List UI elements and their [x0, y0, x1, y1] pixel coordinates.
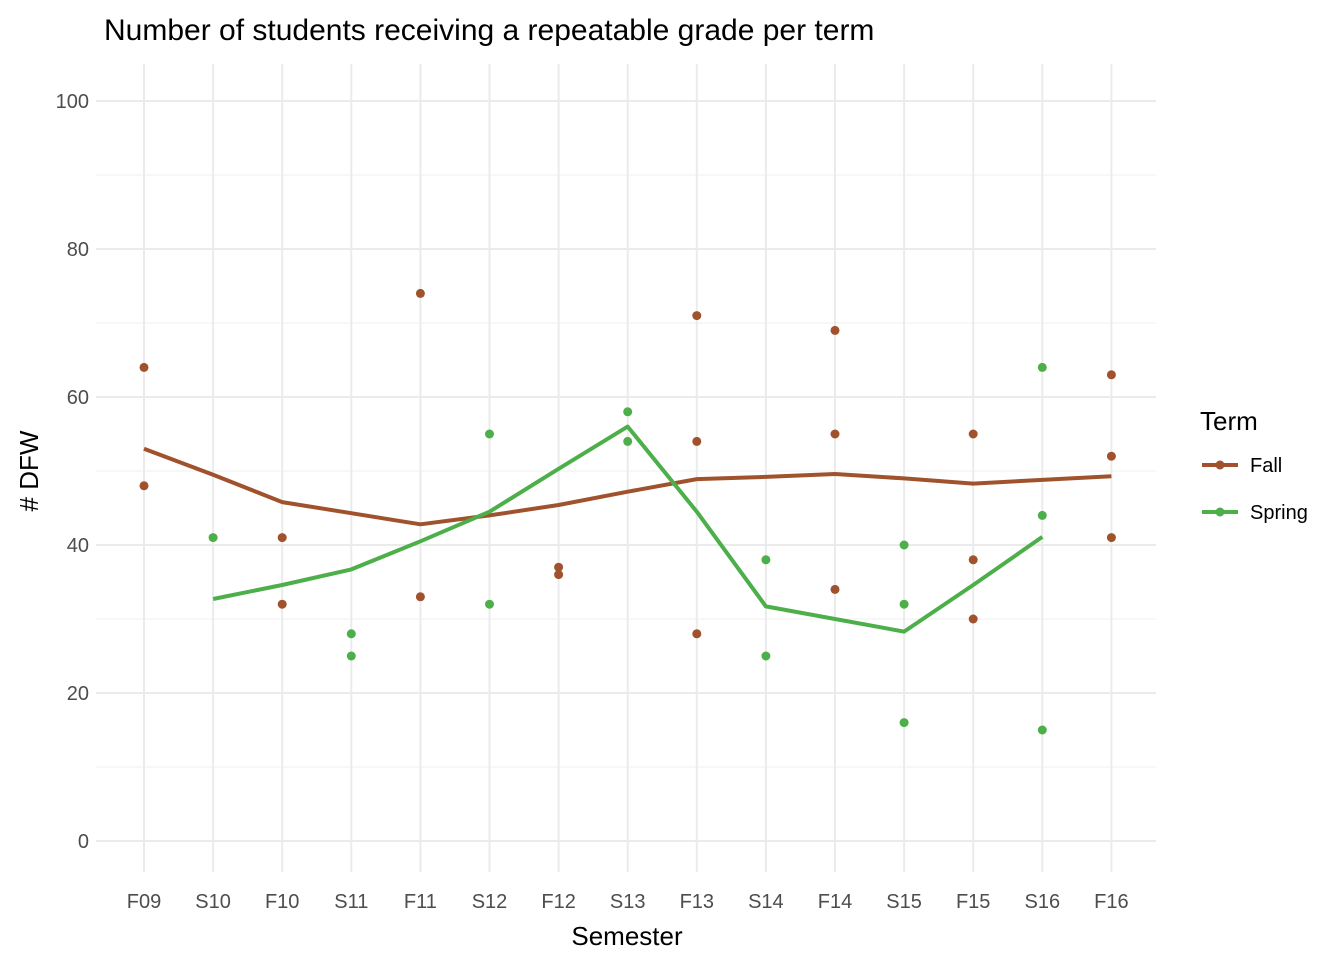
- trend-line-fall: [143, 446, 1112, 527]
- x-tick-label: S12: [472, 891, 508, 913]
- data-point-fall: [1106, 451, 1116, 461]
- data-point-fall: [277, 533, 287, 543]
- data-point-fall: [277, 599, 287, 609]
- y-tick-label: 60: [67, 387, 89, 409]
- data-point-fall: [554, 562, 564, 572]
- data-point-fall: [968, 614, 978, 624]
- data-point-spring: [485, 429, 494, 439]
- y-tick-label: 20: [67, 683, 89, 705]
- x-tick-label: S11: [334, 891, 368, 913]
- x-tick-label: F10: [265, 891, 299, 913]
- data-point-spring: [623, 436, 633, 446]
- x-axis-title: Semester: [571, 921, 683, 951]
- data-point-fall: [692, 629, 702, 639]
- data-points: [139, 288, 1116, 735]
- x-tick-label: F16: [1094, 891, 1128, 913]
- trend-lines: [143, 424, 1112, 634]
- data-point-spring: [208, 533, 218, 543]
- legend-item-fall: Fall: [1202, 455, 1282, 477]
- data-point-fall: [830, 584, 840, 594]
- x-tick-label: F14: [818, 891, 852, 913]
- y-tick-label: 40: [67, 535, 89, 557]
- data-point-spring: [1037, 510, 1047, 520]
- legend-item-spring: Spring: [1202, 502, 1308, 524]
- y-tick-label: 100: [56, 91, 89, 113]
- y-tick-label: 80: [67, 239, 89, 261]
- x-tick-label: S13: [610, 891, 646, 913]
- x-tick-label: S15: [886, 891, 922, 913]
- y-tick-label: 0: [78, 831, 89, 853]
- legend-label-spring: Spring: [1250, 502, 1308, 524]
- data-point-spring: [485, 599, 494, 609]
- data-point-spring: [623, 407, 633, 417]
- x-tick-label: F13: [680, 891, 714, 913]
- data-point-spring: [346, 629, 356, 639]
- data-point-spring: [1037, 362, 1047, 372]
- data-point-spring: [761, 555, 771, 565]
- data-point-fall: [415, 288, 425, 298]
- data-point-fall: [1106, 533, 1116, 543]
- x-tick-label: F09: [127, 891, 161, 913]
- data-point-fall: [139, 481, 149, 491]
- data-point-spring: [899, 599, 909, 609]
- legend: Term Fall Spring: [1200, 406, 1308, 524]
- data-point-spring: [761, 651, 771, 661]
- x-tick-label: F12: [541, 891, 575, 913]
- legend-key-point-fall: [1215, 460, 1225, 470]
- data-point-fall: [830, 429, 840, 439]
- data-point-fall: [830, 325, 840, 335]
- x-tick-label: F15: [956, 891, 990, 913]
- data-point-fall: [692, 436, 702, 446]
- x-tick-label: S10: [195, 891, 231, 913]
- data-point-spring: [899, 718, 909, 728]
- data-point-fall: [1106, 370, 1116, 380]
- data-point-fall: [692, 311, 702, 321]
- data-point-spring: [346, 651, 356, 661]
- data-point-fall: [415, 592, 425, 602]
- trend-line-spring: [212, 424, 1044, 634]
- axis-tick-labels: 0 20 40 60 80 100 F09 S10 F10 S11 F11 S12 F12 S13 F13 S…: [56, 91, 1129, 913]
- data-point-spring: [899, 540, 909, 550]
- data-point-fall: [968, 555, 978, 565]
- data-point-fall: [554, 570, 564, 580]
- y-axis-title: # DFW: [14, 430, 44, 511]
- legend-title: Term: [1200, 406, 1258, 436]
- x-tick-label: S14: [748, 891, 784, 913]
- data-point-fall: [139, 362, 149, 372]
- x-tick-label: F11: [404, 891, 437, 913]
- legend-label-fall: Fall: [1250, 455, 1282, 477]
- legend-key-point-spring: [1215, 507, 1225, 517]
- x-tick-label: S16: [1025, 891, 1061, 913]
- data-point-spring: [1037, 725, 1047, 735]
- data-point-fall: [968, 429, 978, 439]
- gridlines: [96, 64, 1156, 872]
- chart-title: Number of students receiving a repeatabl…: [104, 14, 874, 47]
